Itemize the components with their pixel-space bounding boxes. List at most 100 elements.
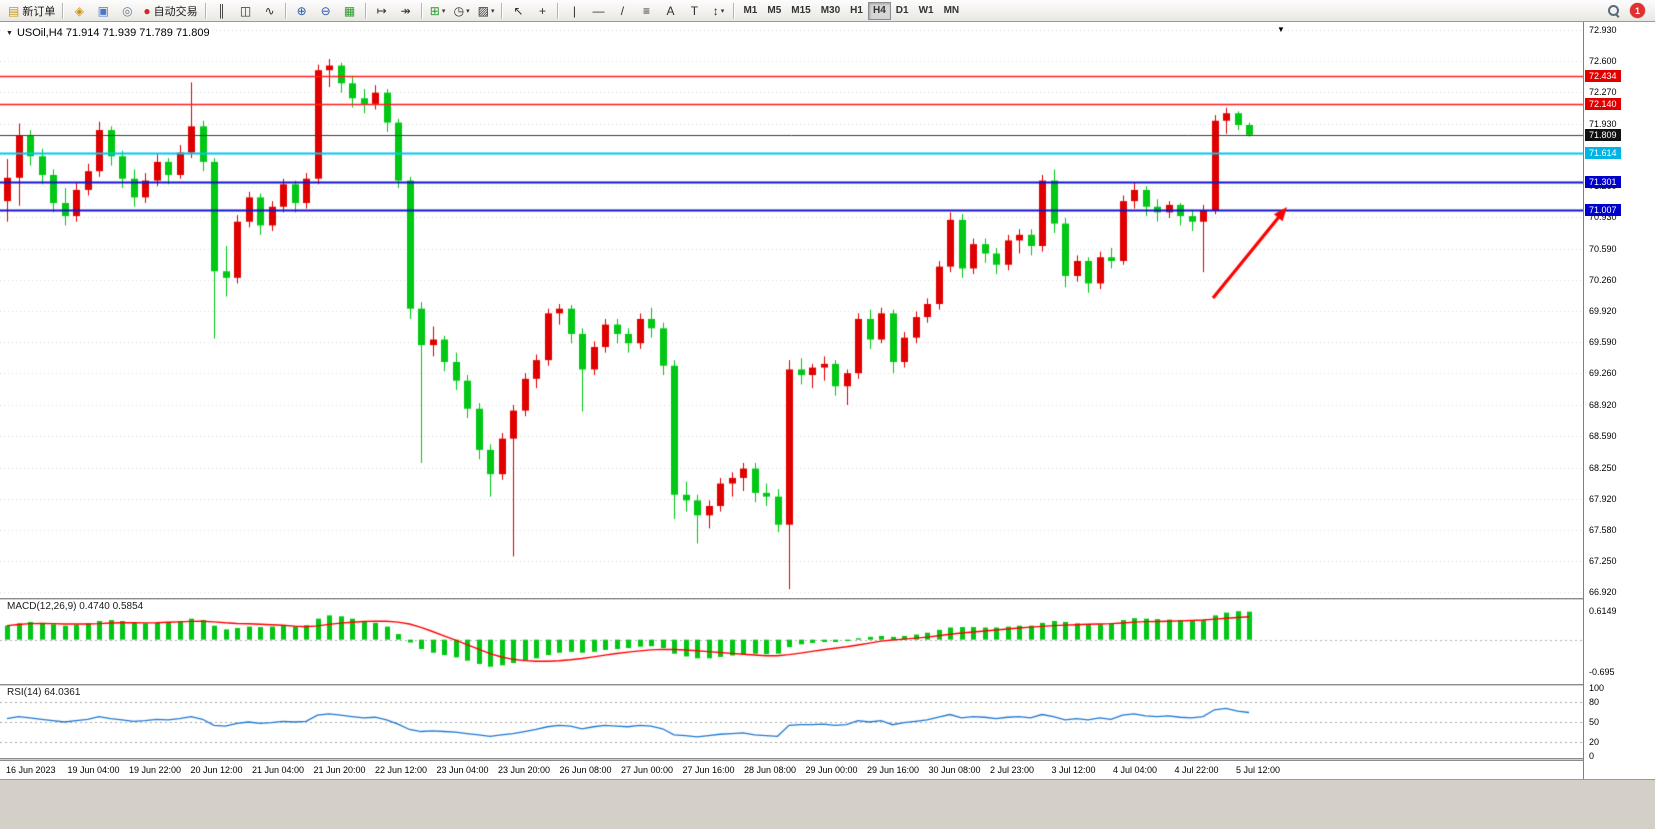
price-tick-label: 68.250 bbox=[1589, 462, 1617, 473]
timeframe-mn-button[interactable]: MN bbox=[943, 5, 960, 16]
chart-window[interactable]: ▼ USOil,H4 71.914 71.939 71.789 71.809 ▼… bbox=[0, 22, 1655, 779]
chevron-down-icon: ▾ bbox=[490, 7, 495, 15]
time-axis[interactable]: 16 Jun 2023 19 Jun 04:00 19 Jun 22:00 20 Ju… bbox=[0, 760, 1583, 779]
vertical-line-icon: | bbox=[572, 3, 577, 18]
price-tick-label: 70.930 bbox=[1589, 212, 1617, 223]
new-order-button-label: 新订单 bbox=[22, 5, 56, 18]
symbol-ohlc-label: USOil,H4 71.914 71.939 71.789 71.809 bbox=[16, 27, 210, 39]
toolbar-separator bbox=[733, 2, 736, 19]
arrows-tool-button[interactable]: ↕ ▾ bbox=[706, 1, 730, 21]
timeframe-m5-button[interactable]: M5 bbox=[767, 5, 782, 16]
time-axis-label: 3 Jul 12:00 bbox=[1051, 765, 1096, 775]
time-axis-label: 28 Jun 08:00 bbox=[744, 765, 797, 775]
market-watch-icon-button[interactable]: ◎ bbox=[115, 1, 139, 21]
text-button[interactable]: A bbox=[658, 1, 682, 21]
candlestick-chart-icon: ◫ bbox=[239, 3, 252, 18]
time-axis-label: 30 Jun 08:00 bbox=[928, 765, 981, 775]
timeframe-h4-button[interactable]: H4 bbox=[867, 1, 891, 20]
symbol-dropdown-icon[interactable]: ▼ bbox=[6, 29, 13, 37]
crosshair-button[interactable]: + bbox=[530, 1, 554, 21]
price-tick-label: 72.930 bbox=[1589, 25, 1617, 35]
toolbar-separator bbox=[501, 2, 504, 19]
search-icon[interactable] bbox=[1607, 4, 1620, 17]
fibonacci-icon: ≡ bbox=[642, 3, 650, 18]
text-label-icon: T bbox=[690, 3, 699, 18]
rsi-tick-label: 100 bbox=[1589, 683, 1605, 693]
new-order-button[interactable]: ▤ 新订单 bbox=[4, 1, 59, 21]
time-axis-label: 23 Jun 04:00 bbox=[436, 765, 489, 775]
macd-tick-label: 0.6149 bbox=[1589, 605, 1617, 616]
cursor-button[interactable]: ↖ bbox=[506, 1, 530, 21]
profile-icon-icon: ▣ bbox=[97, 3, 110, 18]
zoom-out-button[interactable]: ⊖ bbox=[314, 1, 338, 21]
tile-windows-icon: ▦ bbox=[343, 3, 356, 18]
horizontal-line-icon: — bbox=[592, 3, 605, 18]
pane-splitter[interactable] bbox=[0, 598, 1655, 600]
time-axis-label: 23 Jun 20:00 bbox=[498, 765, 551, 775]
timeframe-h1-button[interactable]: H1 bbox=[850, 5, 863, 16]
charts-grid-icon-icon: ◈ bbox=[74, 3, 84, 18]
macd-canvas[interactable] bbox=[0, 600, 1583, 684]
timeframe-d1-button[interactable]: D1 bbox=[895, 5, 909, 16]
rsi-tick-label: 50 bbox=[1589, 717, 1600, 727]
zoom-in-icon: ⊕ bbox=[296, 3, 307, 18]
time-axis-label: 26 Jun 08:00 bbox=[559, 765, 612, 775]
price-tick-label: 69.920 bbox=[1589, 306, 1617, 317]
rsi-canvas[interactable] bbox=[0, 686, 1583, 758]
profile-icon-button[interactable]: ▣ bbox=[91, 1, 115, 21]
time-axis-label: 21 Jun 04:00 bbox=[252, 765, 305, 775]
notification-badge[interactable]: 1 bbox=[1630, 3, 1645, 18]
price-tick-label: 68.920 bbox=[1589, 399, 1617, 410]
line-chart-button[interactable]: ∿ bbox=[258, 1, 282, 21]
tile-windows-button[interactable]: ▦ bbox=[338, 1, 362, 21]
toolbar: ▤ 新订单 ◈ ▣ ◎ ● 自动交易 ║ ◫ ∿ ⊕ ⊖ ▦ ↦ ↠ ⊞ ▾ ◷ ▾ ▨ ▾ ↖ + | — / ≡ A T ↕ ▾ M1 M5… bbox=[0, 0, 1655, 22]
periods-button[interactable]: ◷ ▾ bbox=[450, 1, 474, 21]
pane-splitter[interactable] bbox=[0, 758, 1655, 760]
time-axis-label: 4 Jul 22:00 bbox=[1174, 765, 1219, 775]
toolbar-separator bbox=[204, 2, 207, 19]
trendline-button[interactable]: / bbox=[610, 1, 634, 21]
time-axis-label: 19 Jun 22:00 bbox=[129, 765, 182, 775]
level-price-badge: 72.140 bbox=[1585, 97, 1621, 110]
price-tick-label: 70.590 bbox=[1589, 243, 1617, 254]
charts-grid-icon-button[interactable]: ◈ bbox=[67, 1, 91, 21]
chevron-down-icon: ▾ bbox=[720, 7, 725, 15]
chart-shift-button[interactable]: ↦ bbox=[370, 1, 394, 21]
time-axis-label: 27 Jun 16:00 bbox=[682, 765, 735, 775]
horizontal-line-button[interactable]: — bbox=[586, 1, 610, 21]
timeframe-m15-button[interactable]: M15 bbox=[791, 5, 811, 16]
rsi-tick-label: 20 bbox=[1589, 737, 1600, 748]
price-tick-label: 67.580 bbox=[1589, 525, 1617, 536]
indicators-list-button[interactable]: ⊞ ▾ bbox=[426, 1, 450, 21]
time-axis-label: 22 Jun 12:00 bbox=[375, 765, 428, 775]
vertical-line-button[interactable]: | bbox=[562, 1, 586, 21]
arrows-tool-icon: ↕ bbox=[712, 3, 719, 18]
candlestick-chart-button[interactable]: ◫ bbox=[234, 1, 258, 21]
fibonacci-button[interactable]: ≡ bbox=[634, 1, 658, 21]
time-axis-label: 29 Jun 00:00 bbox=[805, 765, 858, 775]
timeframe-m30-button[interactable]: M30 bbox=[820, 5, 841, 16]
price-tick-label: 69.590 bbox=[1589, 337, 1617, 348]
chevron-down-icon: ▾ bbox=[466, 7, 470, 15]
price-tick-label: 69.260 bbox=[1589, 368, 1617, 379]
time-axis-label: 16 Jun 2023 bbox=[6, 765, 56, 775]
zoom-in-button[interactable]: ⊕ bbox=[290, 1, 314, 21]
time-axis-label: 21 Jun 20:00 bbox=[313, 765, 366, 775]
auto-scroll-button[interactable]: ↠ bbox=[394, 1, 418, 21]
autotrading-button[interactable]: ● 自动交易 bbox=[139, 1, 201, 21]
zoom-out-icon: ⊖ bbox=[320, 3, 331, 18]
text-label-button[interactable]: T bbox=[682, 1, 706, 21]
templates-button[interactable]: ▨ ▾ bbox=[474, 1, 499, 21]
level-price-badge: 71.614 bbox=[1585, 147, 1621, 160]
chart-shift-marker-icon[interactable]: ▼ bbox=[1277, 25, 1285, 34]
price-tick-label: 71.930 bbox=[1589, 118, 1617, 129]
new-order-icon: ▤ bbox=[8, 3, 20, 18]
pane-splitter[interactable] bbox=[0, 684, 1655, 686]
timeframe-w1-button[interactable]: W1 bbox=[918, 5, 934, 16]
timeframe-m1-button[interactable]: M1 bbox=[743, 5, 758, 16]
main-chart-canvas[interactable] bbox=[0, 23, 1583, 598]
price-axis[interactable]: 72.93072.60072.27071.93071.60071.26070.9… bbox=[1583, 22, 1655, 779]
auto-scroll-icon: ↠ bbox=[400, 3, 411, 18]
text-icon: A bbox=[666, 3, 675, 18]
ohlc-bars-chart-button[interactable]: ║ bbox=[210, 1, 234, 21]
